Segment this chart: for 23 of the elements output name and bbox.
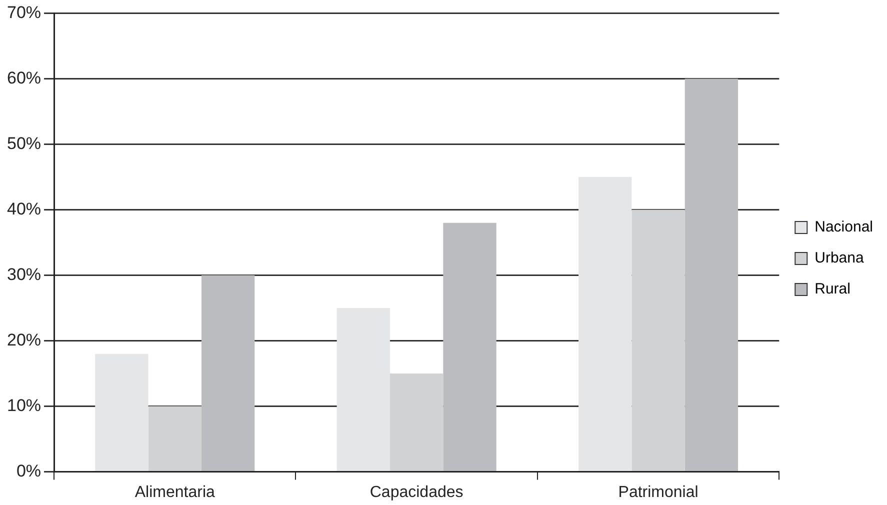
- bar: [390, 374, 444, 472]
- y-tick-label: 60%: [6, 68, 42, 88]
- x-tick-label: Alimentaria: [134, 484, 215, 501]
- legend-label: Rural: [814, 280, 850, 298]
- bar: [443, 222, 496, 472]
- bar: [684, 78, 738, 472]
- y-tick-label: 40%: [6, 199, 42, 218]
- bar: [632, 210, 685, 472]
- legend-label: Nacional: [814, 218, 874, 236]
- y-tick-label: 70%: [6, 2, 42, 22]
- y-tick-label: 20%: [6, 330, 42, 350]
- bar: [578, 176, 632, 472]
- y-tick-label: 50%: [6, 134, 42, 153]
- x-tick-label: Patrimonial: [618, 484, 698, 501]
- bar: [148, 406, 202, 472]
- legend-label: Urbana: [814, 250, 864, 267]
- bar: [336, 308, 390, 472]
- y-tick-label: 0%: [16, 461, 42, 480]
- bar: [95, 354, 148, 472]
- y-tick-label: 10%: [6, 396, 42, 415]
- x-tick-label: Capacidades: [370, 484, 464, 501]
- bar: [201, 275, 255, 472]
- y-tick-label: 30%: [6, 264, 42, 284]
